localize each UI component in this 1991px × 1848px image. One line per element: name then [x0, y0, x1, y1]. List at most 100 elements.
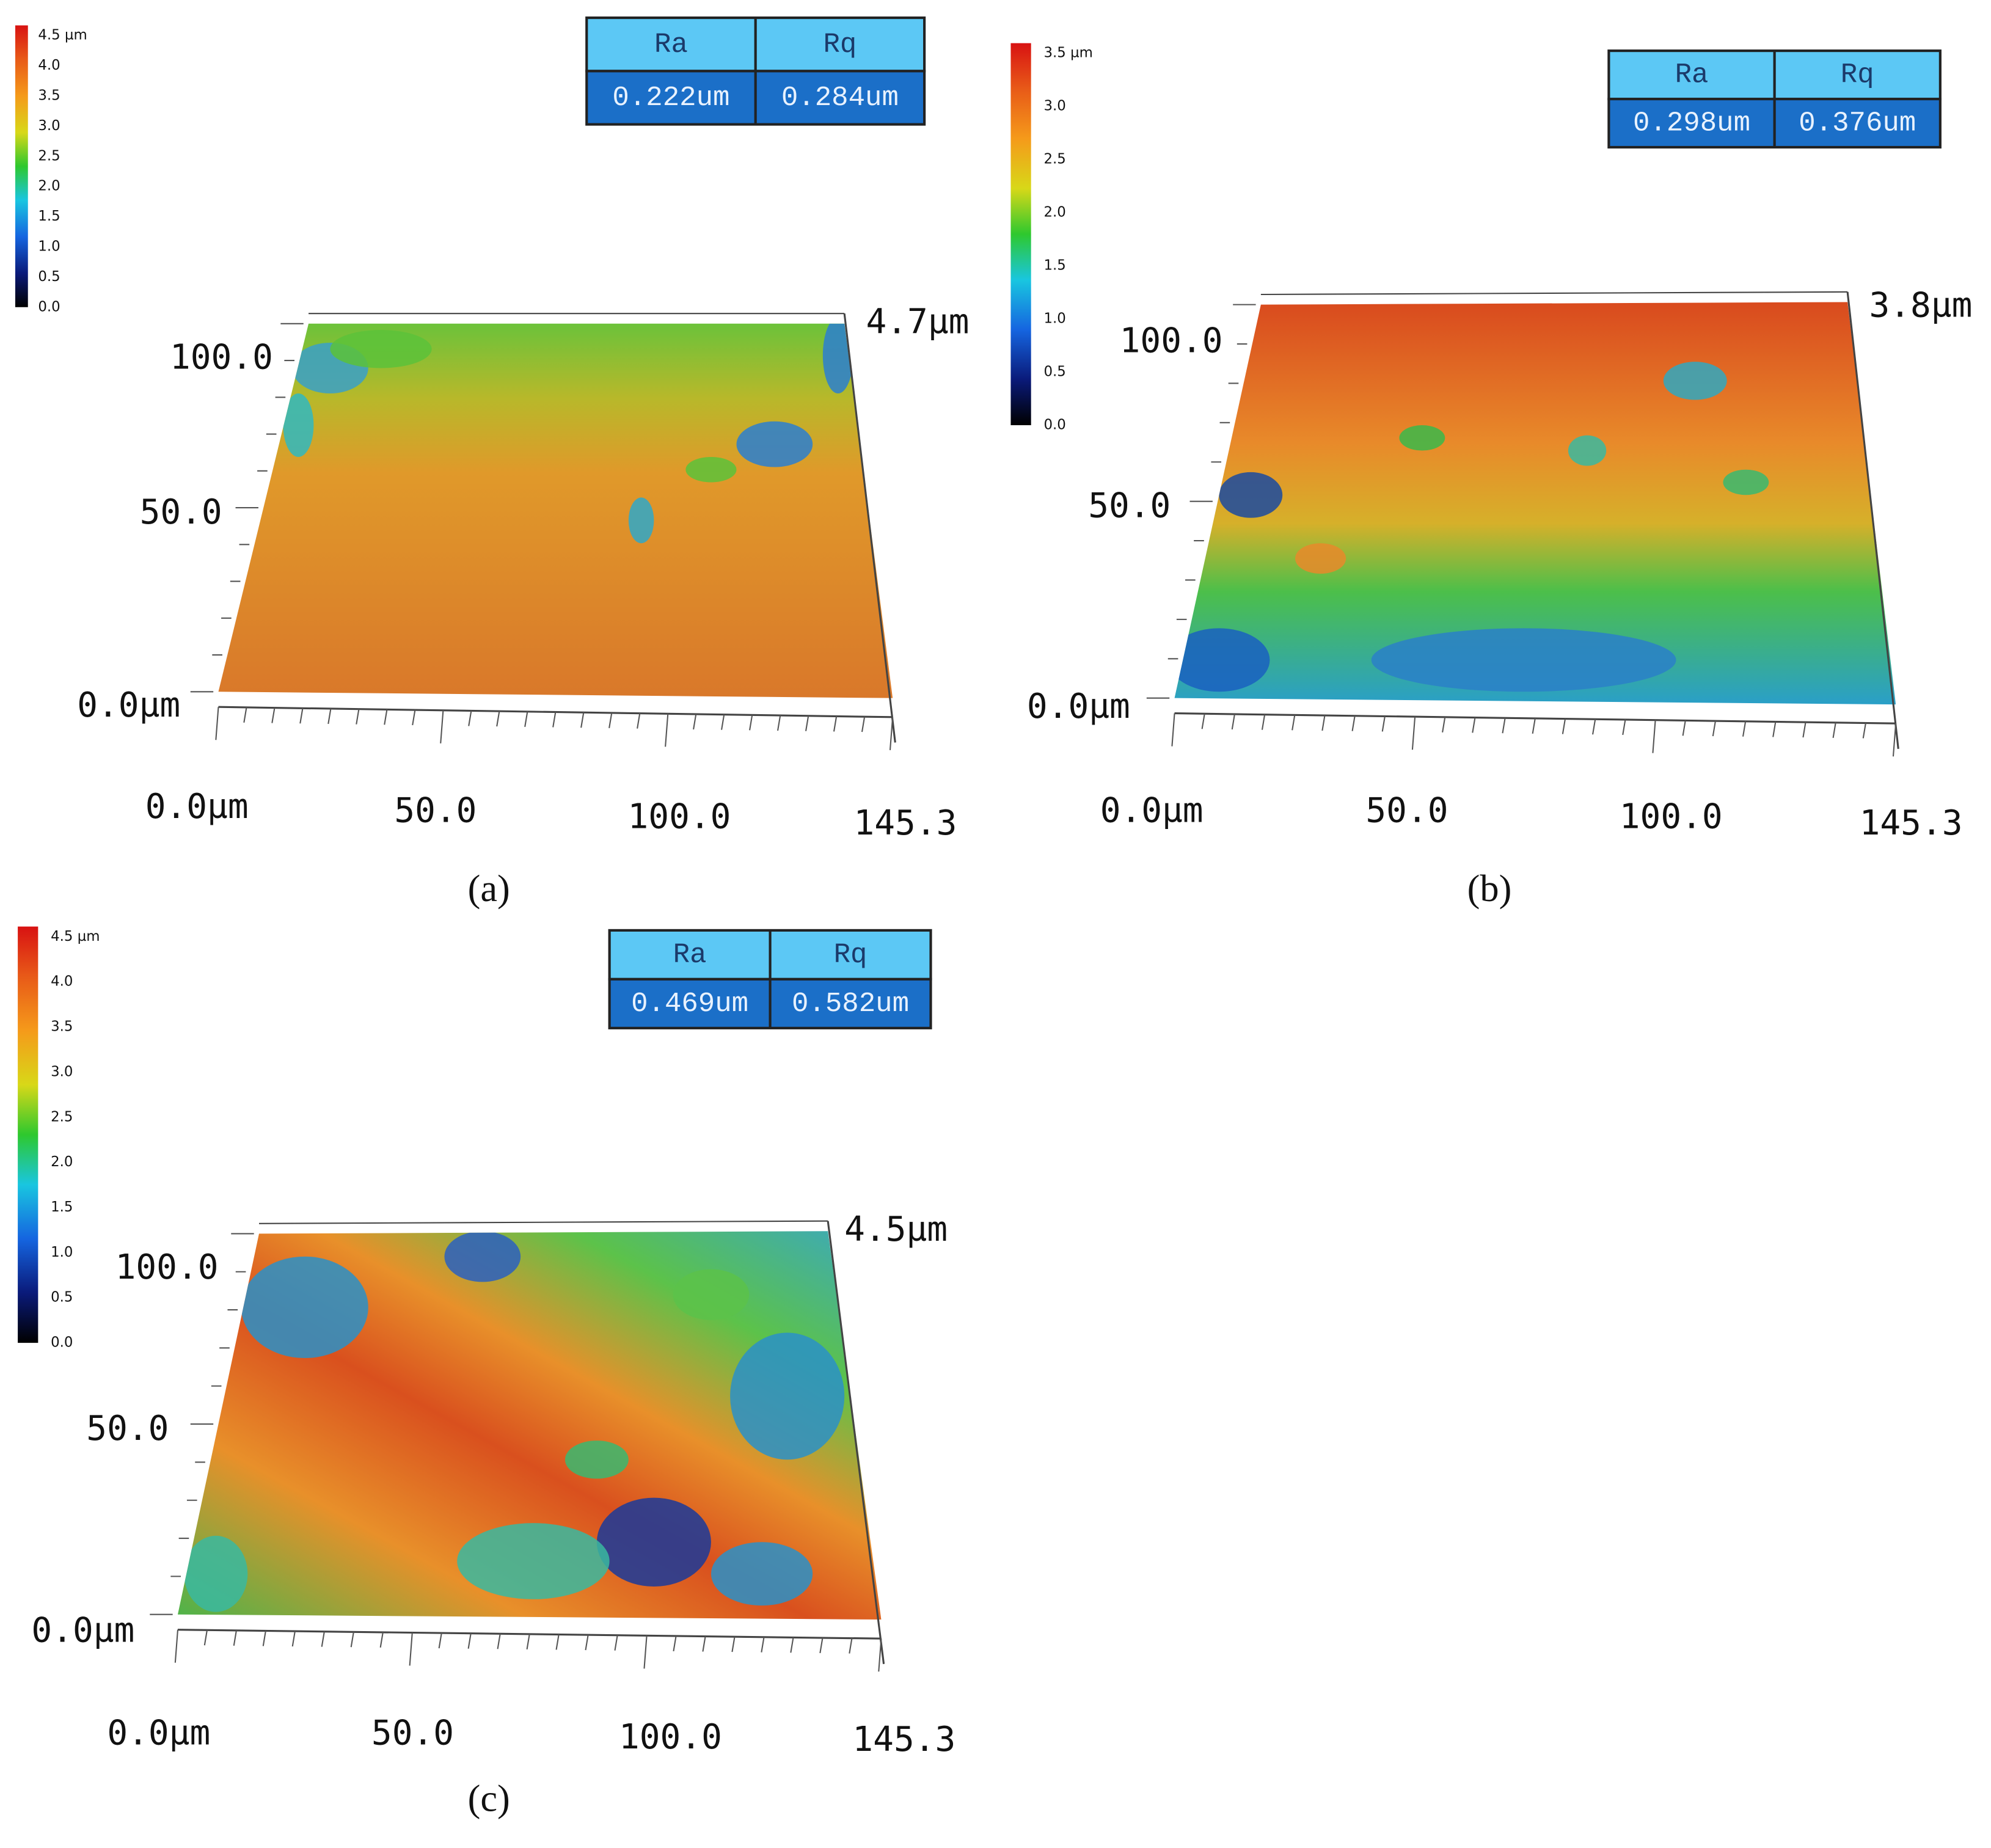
y-label: 0.0μm [31, 1610, 134, 1650]
surface-patch [444, 1231, 521, 1282]
colorbar [1010, 43, 1031, 425]
y-label: 50.0 [1088, 486, 1171, 526]
surface-patch [1568, 435, 1607, 466]
x-tick [1562, 718, 1566, 734]
surface-patch [596, 1497, 711, 1587]
x-label: 145.3 [853, 803, 957, 843]
x-tick [1381, 716, 1386, 732]
x-tick [790, 1637, 794, 1653]
x-tick [608, 712, 613, 729]
x-tick [731, 1636, 736, 1653]
table-header: Ra [654, 29, 688, 60]
x-tick [643, 1635, 648, 1669]
x-tick [1742, 721, 1747, 737]
x-tick [1892, 723, 1897, 757]
x-label: 100.0 [619, 1717, 722, 1757]
surface-patch [1219, 472, 1283, 518]
colorbar-label: 0.5 [1043, 364, 1065, 380]
x-tick [497, 1634, 501, 1649]
x-tick [1592, 719, 1596, 735]
x-tick [356, 709, 360, 725]
x-tick [524, 711, 528, 727]
x-tick [526, 1634, 530, 1650]
x-tick [749, 715, 753, 731]
surface [218, 323, 893, 698]
x-tick [580, 712, 585, 728]
x-tick [174, 1629, 179, 1663]
colorbar-label: 1.0 [38, 238, 60, 254]
x-tick [1712, 720, 1717, 737]
colorbar-label: 2.0 [1043, 205, 1065, 221]
surface-patch [685, 456, 737, 483]
x-label: 145.3 [852, 1720, 955, 1759]
x-tick [1472, 717, 1476, 733]
y-label: 50.0 [86, 1409, 169, 1448]
surface-patch [736, 421, 813, 467]
table-value: 0.284um [781, 82, 899, 114]
x-label: 145.3 [1860, 803, 1963, 843]
x-tick [555, 1634, 560, 1650]
x-label: 0.0μm [145, 787, 249, 827]
table-header: Rq [823, 29, 857, 60]
x-tick [1862, 723, 1866, 739]
x-tick [215, 707, 219, 740]
x-tick [440, 710, 444, 743]
x-tick [412, 709, 416, 726]
y-label: 0.0μm [1027, 687, 1130, 726]
table-value: 0.469um [631, 988, 748, 1020]
x-tick [203, 1630, 208, 1646]
surface-patch [330, 330, 432, 368]
z-edge [827, 1221, 885, 1664]
x-tick [233, 1630, 237, 1646]
x-tick [350, 1632, 354, 1648]
x-tick [1832, 722, 1836, 738]
colorbar-label: 2.0 [51, 1154, 73, 1170]
x-label: 50.0 [1365, 791, 1448, 830]
panel: 3.5 µm 3.0 2.5 2.0 1.5 1.0 0.5 0.0 Ra 0.298um Rq 0.… [1010, 43, 1972, 910]
x-label: 50.0 [371, 1714, 454, 1753]
z-edge [1260, 291, 1848, 296]
surface-patch [457, 1523, 610, 1599]
surface-patch [283, 393, 314, 457]
x-label: 0.0μm [1100, 791, 1204, 830]
surface-patch [1399, 425, 1445, 451]
surface-patch [822, 323, 853, 394]
x-tick [693, 714, 697, 730]
colorbar-label: 1.5 [51, 1199, 73, 1215]
x-tick [1772, 721, 1777, 737]
z-label: 4.7μm [866, 302, 969, 341]
x-tick [761, 1637, 765, 1653]
colorbar-label: 4.5 µm [51, 929, 100, 944]
x-tick [1231, 714, 1235, 730]
z-edge [258, 1220, 828, 1224]
colorbar-label: 0.5 [51, 1290, 73, 1306]
colorbar-label: 0.0 [1043, 417, 1065, 433]
surface-patch [564, 1441, 629, 1479]
surface-patch [1174, 628, 1270, 692]
table-value: 0.582um [792, 988, 909, 1020]
x-tick [438, 1632, 442, 1649]
x-tick [496, 710, 500, 727]
colorbar-label: 3.5 [38, 87, 60, 103]
colorbar [15, 25, 28, 307]
surface-texture [283, 323, 853, 544]
x-tick [702, 1636, 706, 1652]
surface-patch [1371, 628, 1676, 692]
x-tick [1682, 720, 1686, 736]
colorbar-label: 4.5 µm [38, 27, 87, 43]
y-label: 0.0μm [77, 685, 180, 725]
z-label: 4.5μm [844, 1210, 948, 1249]
x-tick [552, 712, 557, 728]
y-label: 100.0 [115, 1247, 219, 1287]
x-tick [665, 714, 669, 747]
colorbar-label: 2.0 [38, 178, 60, 194]
y-label: 100.0 [1120, 321, 1223, 361]
surface-patch [1723, 469, 1769, 495]
x-tick [291, 1631, 296, 1647]
colorbar-label: 3.0 [1043, 98, 1065, 114]
x-tick [614, 1635, 618, 1651]
x-label: 100.0 [1620, 797, 1723, 837]
x-tick [468, 710, 472, 726]
colorbar-label: 2.5 [51, 1109, 73, 1125]
